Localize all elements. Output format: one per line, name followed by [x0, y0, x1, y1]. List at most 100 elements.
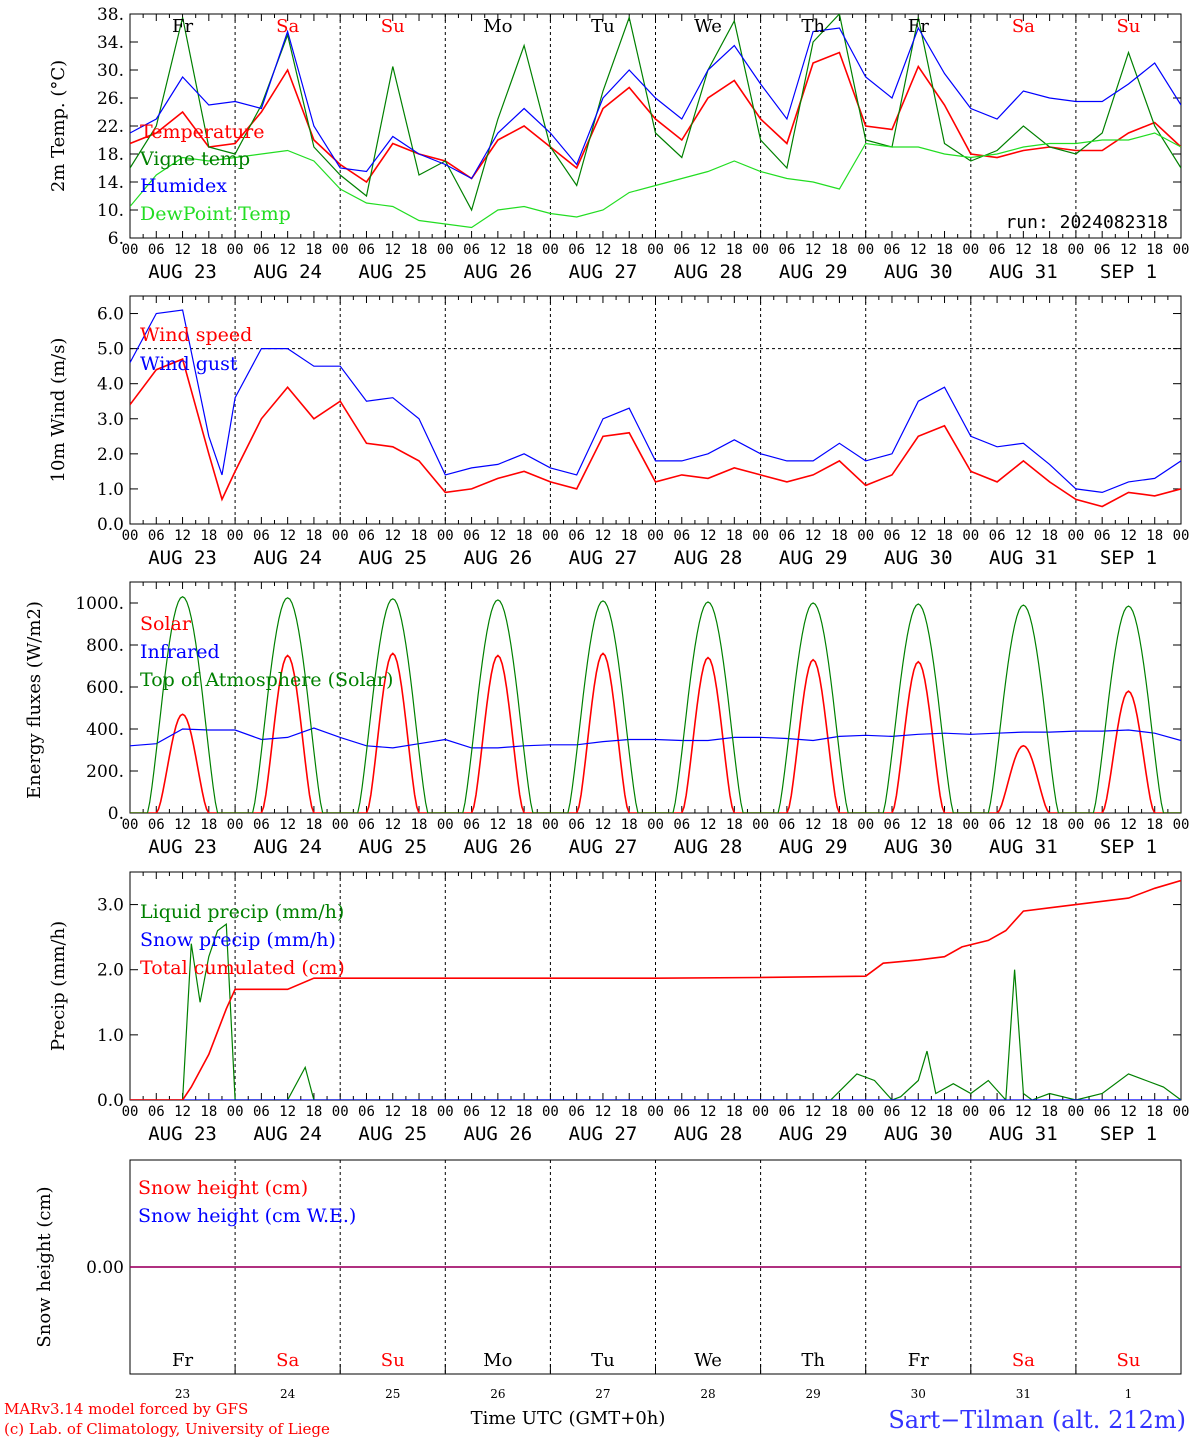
x-hour-label: 18	[936, 242, 953, 258]
x-hour-label: 18	[1041, 1104, 1058, 1120]
x-hour-label: 06	[358, 817, 375, 833]
day-name: Su	[381, 16, 405, 37]
day-name: Sa	[276, 1350, 299, 1371]
x-hour-label: 00	[122, 242, 139, 258]
x-hour-label: 00	[122, 1104, 139, 1120]
day-name: Sa	[1012, 1350, 1035, 1371]
day-name: Fr	[172, 1350, 193, 1371]
x-hour-label: 00	[857, 242, 874, 258]
day-name: Su	[1116, 16, 1140, 37]
panel-1	[129, 13, 1182, 239]
x-hour-label: 06	[253, 242, 270, 258]
x-hour-label: 18	[726, 242, 743, 258]
day-number: 28	[700, 1387, 715, 1401]
legend-entry: Top of Atmosphere (Solar)	[140, 669, 393, 691]
day-number: 31	[1016, 1387, 1031, 1401]
x-hour-label: 00	[122, 528, 139, 544]
x-hour-label: 06	[989, 528, 1006, 544]
x-hour-label: 12	[174, 242, 191, 258]
x-hour-label: 18	[936, 528, 953, 544]
x-date-label: AUG 26	[464, 547, 533, 569]
x-hour-label: 00	[542, 1104, 559, 1120]
x-hour-label: 00	[752, 817, 769, 833]
x-hour-label: 06	[778, 242, 795, 258]
x-hour-label: 12	[279, 817, 296, 833]
x-hour-label: 00	[1067, 1104, 1084, 1120]
x-hour-label: 12	[910, 528, 927, 544]
x-date-label: AUG 28	[674, 261, 743, 283]
x-date-label: SEP 1	[1100, 547, 1157, 569]
x-hour-label: 18	[1041, 242, 1058, 258]
x-hour-label: 12	[174, 817, 191, 833]
panel-4	[129, 871, 1182, 1101]
x-date-label: AUG 24	[253, 1123, 322, 1145]
series-line	[130, 922, 1181, 1100]
x-hour-label: 18	[516, 1104, 533, 1120]
x-hour-label: 18	[936, 817, 953, 833]
x-hour-label: 06	[568, 528, 585, 544]
x-hour-label: 00	[227, 528, 244, 544]
y-tick-label: 0.0	[97, 515, 124, 535]
legend-entry: Snow precip (mm/h)	[140, 929, 336, 951]
x-date-label: AUG 23	[148, 836, 217, 858]
panel-3	[129, 581, 1182, 814]
x-hour-label: 06	[884, 242, 901, 258]
day-number: 26	[490, 1387, 505, 1401]
legend-entry: Wind gust	[140, 353, 238, 375]
panel-5	[129, 1159, 1182, 1375]
y-tick-label: 1.0	[97, 1026, 124, 1046]
day-number: 29	[806, 1387, 821, 1401]
x-hour-label: 00	[122, 817, 139, 833]
y-tick-label: 18.	[97, 145, 124, 165]
y-tick-label: 800.	[86, 636, 124, 656]
x-hour-label: 12	[700, 817, 717, 833]
x-hour-label: 18	[831, 1104, 848, 1120]
legend-entry: Solar	[140, 613, 192, 635]
y-tick-label: 2.0	[97, 961, 124, 981]
x-hour-label: 12	[910, 1104, 927, 1120]
y-tick-label: 6.0	[97, 305, 124, 325]
x-hour-label: 12	[1120, 528, 1137, 544]
x-hour-label: 18	[305, 817, 322, 833]
x-hour-label: 00	[227, 817, 244, 833]
legend-entry: Liquid precip (mm/h)	[140, 901, 344, 923]
series-line	[130, 14, 1181, 212]
y-tick-label: 4.0	[97, 375, 124, 395]
station-title: Sart−Tilman (alt. 212m)	[888, 1406, 1186, 1434]
x-date-label: AUG 29	[779, 1123, 848, 1145]
day-number: 23	[175, 1387, 190, 1401]
x-hour-label: 06	[673, 1104, 690, 1120]
credit-model: MARv3.14 model forced by GFS	[4, 1400, 249, 1418]
x-hour-label: 06	[989, 1104, 1006, 1120]
x-hour-label: 12	[279, 528, 296, 544]
day-number: 1	[1125, 1387, 1133, 1401]
day-name: Fr	[908, 1350, 929, 1371]
x-date-label: AUG 25	[358, 547, 427, 569]
x-hour-label: 12	[384, 242, 401, 258]
legend-entry: Total cumulated (cm)	[140, 957, 345, 979]
y-tick-label: 3.0	[97, 896, 124, 916]
x-hour-label: 12	[1015, 242, 1032, 258]
x-date-label: AUG 30	[884, 261, 953, 283]
x-hour-label: 18	[621, 817, 638, 833]
x-hour-label: 00	[227, 1104, 244, 1120]
x-hour-label: 00	[1067, 528, 1084, 544]
y-tick-label: 34.	[97, 33, 124, 53]
x-hour-label: 12	[595, 817, 612, 833]
x-hour-label: 12	[595, 1104, 612, 1120]
series-line	[130, 595, 1181, 813]
x-hour-label: 00	[437, 528, 454, 544]
x-hour-label: 06	[989, 242, 1006, 258]
x-hour-label: 00	[542, 242, 559, 258]
x-hour-label: 06	[253, 1104, 270, 1120]
day-name: Sa	[276, 16, 299, 37]
x-hour-label: 00	[227, 242, 244, 258]
x-hour-label: 12	[910, 242, 927, 258]
day-name: Tu	[591, 1350, 615, 1371]
day-name: Mo	[483, 16, 512, 37]
x-hour-label: 12	[1015, 817, 1032, 833]
legend-entry: Temperature	[140, 121, 264, 143]
x-hour-label: 00	[1173, 1104, 1190, 1120]
x-hour-label: 06	[148, 528, 165, 544]
y-tick-label: 0.00	[86, 1258, 124, 1278]
